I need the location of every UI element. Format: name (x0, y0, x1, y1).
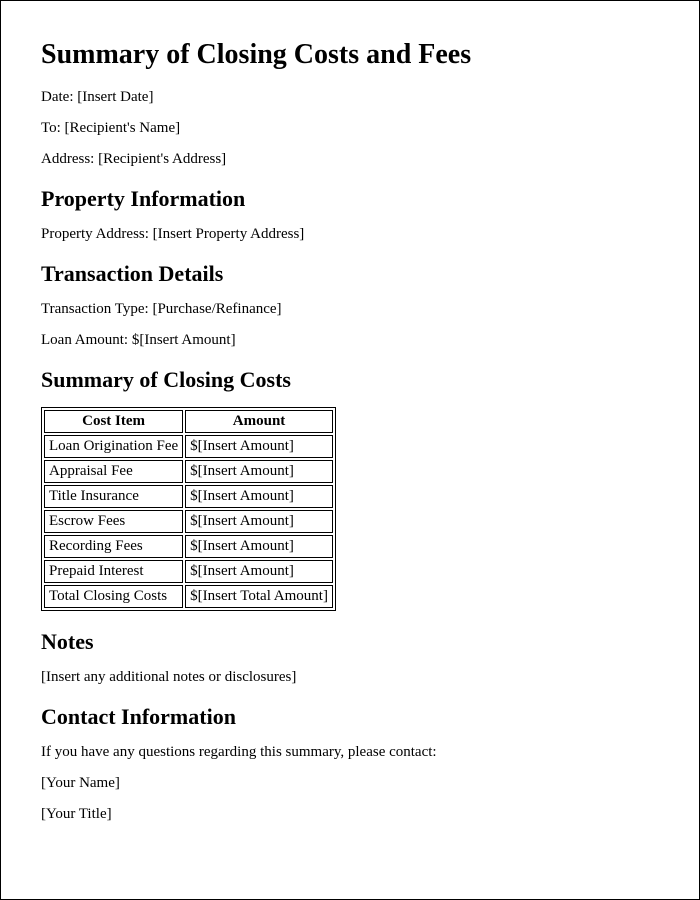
costs-heading: Summary of Closing Costs (41, 367, 659, 393)
table-row: Recording Fees$[Insert Amount] (44, 535, 333, 558)
table-cell: $[Insert Amount] (185, 435, 333, 458)
table-cell: $[Insert Amount] (185, 510, 333, 533)
transaction-heading: Transaction Details (41, 261, 659, 287)
table-row: Total Closing Costs$[Insert Total Amount… (44, 585, 333, 608)
document-page: Summary of Closing Costs and Fees Date: … (0, 0, 700, 900)
table-cell: $[Insert Amount] (185, 560, 333, 583)
notes-text: [Insert any additional notes or disclosu… (41, 669, 659, 686)
property-address-line: Property Address: [Insert Property Addre… (41, 226, 659, 243)
transaction-type-line: Transaction Type: [Purchase/Refinance] (41, 301, 659, 318)
table-cell: Escrow Fees (44, 510, 183, 533)
table-row: Escrow Fees$[Insert Amount] (44, 510, 333, 533)
table-cell: Loan Origination Fee (44, 435, 183, 458)
table-row: Appraisal Fee$[Insert Amount] (44, 460, 333, 483)
table-cell: $[Insert Amount] (185, 485, 333, 508)
property-heading: Property Information (41, 186, 659, 212)
contact-heading: Contact Information (41, 704, 659, 730)
page-title: Summary of Closing Costs and Fees (41, 39, 659, 71)
table-cell: Total Closing Costs (44, 585, 183, 608)
col-cost-item: Cost Item (44, 410, 183, 433)
table-cell: $[Insert Amount] (185, 535, 333, 558)
notes-heading: Notes (41, 629, 659, 655)
contact-name: [Your Name] (41, 775, 659, 792)
table-cell: Appraisal Fee (44, 460, 183, 483)
contact-title: [Your Title] (41, 806, 659, 823)
table-cell: Prepaid Interest (44, 560, 183, 583)
table-cell: Title Insurance (44, 485, 183, 508)
table-row: Loan Origination Fee$[Insert Amount] (44, 435, 333, 458)
table-row: Title Insurance$[Insert Amount] (44, 485, 333, 508)
to-line: To: [Recipient's Name] (41, 120, 659, 137)
table-cell: $[Insert Total Amount] (185, 585, 333, 608)
loan-amount-line: Loan Amount: $[Insert Amount] (41, 332, 659, 349)
table-row: Prepaid Interest$[Insert Amount] (44, 560, 333, 583)
costs-table: Cost Item Amount Loan Origination Fee$[I… (41, 407, 336, 611)
contact-intro: If you have any questions regarding this… (41, 744, 659, 761)
table-cell: $[Insert Amount] (185, 460, 333, 483)
date-line: Date: [Insert Date] (41, 89, 659, 106)
table-header-row: Cost Item Amount (44, 410, 333, 433)
table-cell: Recording Fees (44, 535, 183, 558)
address-line: Address: [Recipient's Address] (41, 151, 659, 168)
col-amount: Amount (185, 410, 333, 433)
